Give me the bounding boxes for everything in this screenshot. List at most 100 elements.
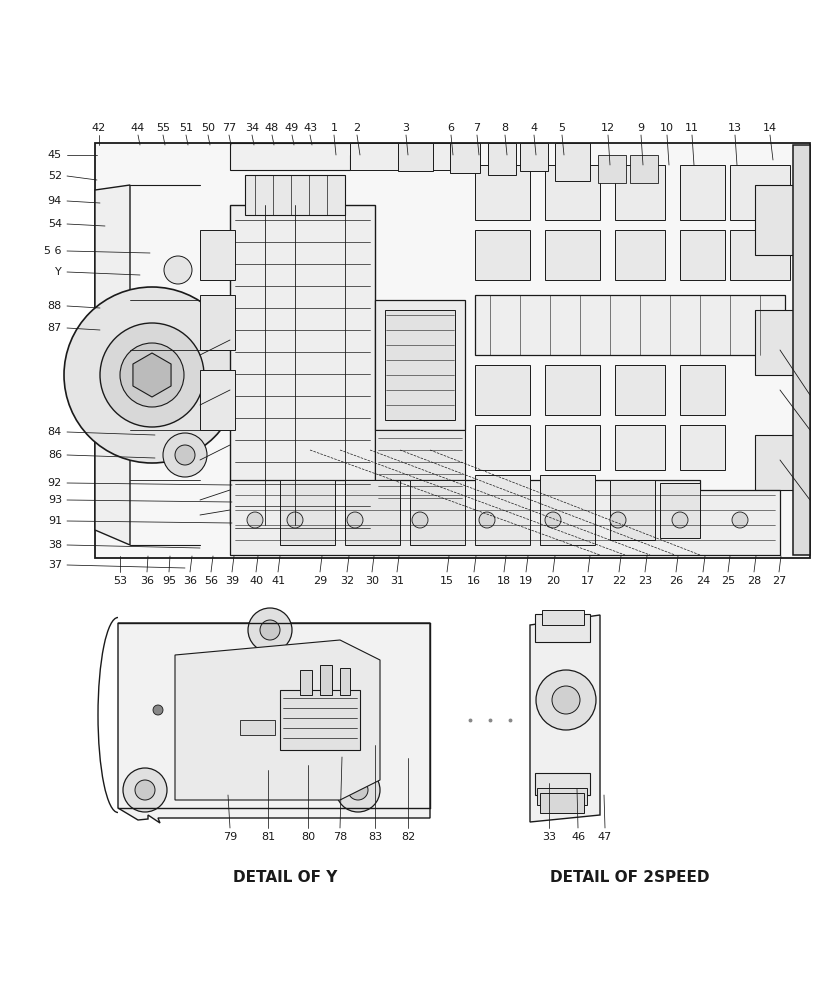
Bar xyxy=(385,310,455,420)
Bar xyxy=(488,143,516,175)
Bar xyxy=(475,230,530,280)
Text: 86: 86 xyxy=(48,450,62,460)
Text: 16: 16 xyxy=(467,576,481,586)
Bar xyxy=(542,610,584,625)
Text: DETAIL OF Y: DETAIL OF Y xyxy=(233,870,337,885)
Polygon shape xyxy=(230,480,780,555)
Text: 2: 2 xyxy=(353,123,361,133)
Bar xyxy=(537,788,587,805)
Text: 18: 18 xyxy=(497,576,511,586)
Text: 32: 32 xyxy=(340,576,354,586)
Bar xyxy=(300,670,312,695)
Polygon shape xyxy=(95,185,130,545)
Text: 44: 44 xyxy=(131,123,145,133)
Bar xyxy=(755,435,805,490)
Bar xyxy=(320,665,332,695)
Text: 20: 20 xyxy=(546,576,560,586)
Text: 10: 10 xyxy=(660,123,674,133)
Bar xyxy=(545,425,600,470)
Bar xyxy=(615,230,665,280)
Circle shape xyxy=(120,343,184,407)
Text: 51: 51 xyxy=(179,123,193,133)
Text: 80: 80 xyxy=(301,832,315,842)
Circle shape xyxy=(732,512,748,528)
Bar xyxy=(755,185,805,255)
Text: 26: 26 xyxy=(669,576,683,586)
Circle shape xyxy=(248,608,292,652)
Text: 27: 27 xyxy=(772,576,786,586)
Text: 13: 13 xyxy=(728,123,742,133)
Bar xyxy=(630,155,658,183)
Text: 36: 36 xyxy=(140,576,154,586)
Polygon shape xyxy=(530,615,600,822)
Text: 36: 36 xyxy=(183,576,197,586)
Text: 11: 11 xyxy=(685,123,699,133)
Text: 83: 83 xyxy=(368,832,382,842)
Text: 7: 7 xyxy=(473,123,481,133)
Circle shape xyxy=(123,768,167,812)
Text: 48: 48 xyxy=(265,123,279,133)
Polygon shape xyxy=(133,353,171,397)
Bar xyxy=(793,145,810,555)
Text: 79: 79 xyxy=(223,832,237,842)
Text: 49: 49 xyxy=(285,123,299,133)
Bar xyxy=(245,175,345,215)
Circle shape xyxy=(479,512,495,528)
Text: 92: 92 xyxy=(48,478,62,488)
Circle shape xyxy=(536,670,596,730)
Text: 94: 94 xyxy=(48,196,62,206)
Text: 56: 56 xyxy=(204,576,218,586)
Bar xyxy=(280,480,335,545)
Text: 53: 53 xyxy=(113,576,127,586)
Text: 77: 77 xyxy=(222,123,236,133)
Text: 40: 40 xyxy=(249,576,263,586)
Bar xyxy=(680,425,725,470)
Circle shape xyxy=(153,705,163,715)
Bar xyxy=(240,720,275,735)
Bar xyxy=(200,295,235,350)
Circle shape xyxy=(163,433,207,477)
Bar xyxy=(475,475,530,545)
Circle shape xyxy=(336,768,380,812)
Bar xyxy=(545,165,600,220)
Bar xyxy=(345,480,400,545)
Bar xyxy=(615,365,665,415)
Text: 84: 84 xyxy=(48,427,62,437)
Circle shape xyxy=(164,256,192,284)
Polygon shape xyxy=(118,623,430,823)
Bar xyxy=(375,300,465,430)
Circle shape xyxy=(552,686,580,714)
Bar xyxy=(340,668,350,695)
Text: 17: 17 xyxy=(581,576,595,586)
Text: 6: 6 xyxy=(447,123,455,133)
Bar xyxy=(540,475,595,545)
Bar xyxy=(545,365,600,415)
Text: 47: 47 xyxy=(598,832,612,842)
Text: 82: 82 xyxy=(401,832,415,842)
Polygon shape xyxy=(230,143,475,170)
Polygon shape xyxy=(175,640,380,800)
Bar xyxy=(350,143,475,170)
Bar xyxy=(615,165,665,220)
Text: 4: 4 xyxy=(530,123,538,133)
Bar xyxy=(615,425,665,470)
Text: 12: 12 xyxy=(601,123,615,133)
Text: 8: 8 xyxy=(502,123,508,133)
Bar xyxy=(200,370,235,430)
Circle shape xyxy=(135,780,155,800)
Bar xyxy=(450,143,480,173)
Bar xyxy=(95,143,810,558)
Text: 24: 24 xyxy=(696,576,710,586)
Text: 95: 95 xyxy=(162,576,176,586)
Text: 15: 15 xyxy=(440,576,454,586)
Bar xyxy=(535,614,590,642)
Text: Y: Y xyxy=(55,267,62,277)
Text: 88: 88 xyxy=(48,301,62,311)
Bar xyxy=(680,230,725,280)
Text: 50: 50 xyxy=(201,123,215,133)
Text: 38: 38 xyxy=(48,540,62,550)
Bar xyxy=(660,483,700,538)
Circle shape xyxy=(545,512,561,528)
Text: 33: 33 xyxy=(542,832,556,842)
Text: 81: 81 xyxy=(261,832,275,842)
